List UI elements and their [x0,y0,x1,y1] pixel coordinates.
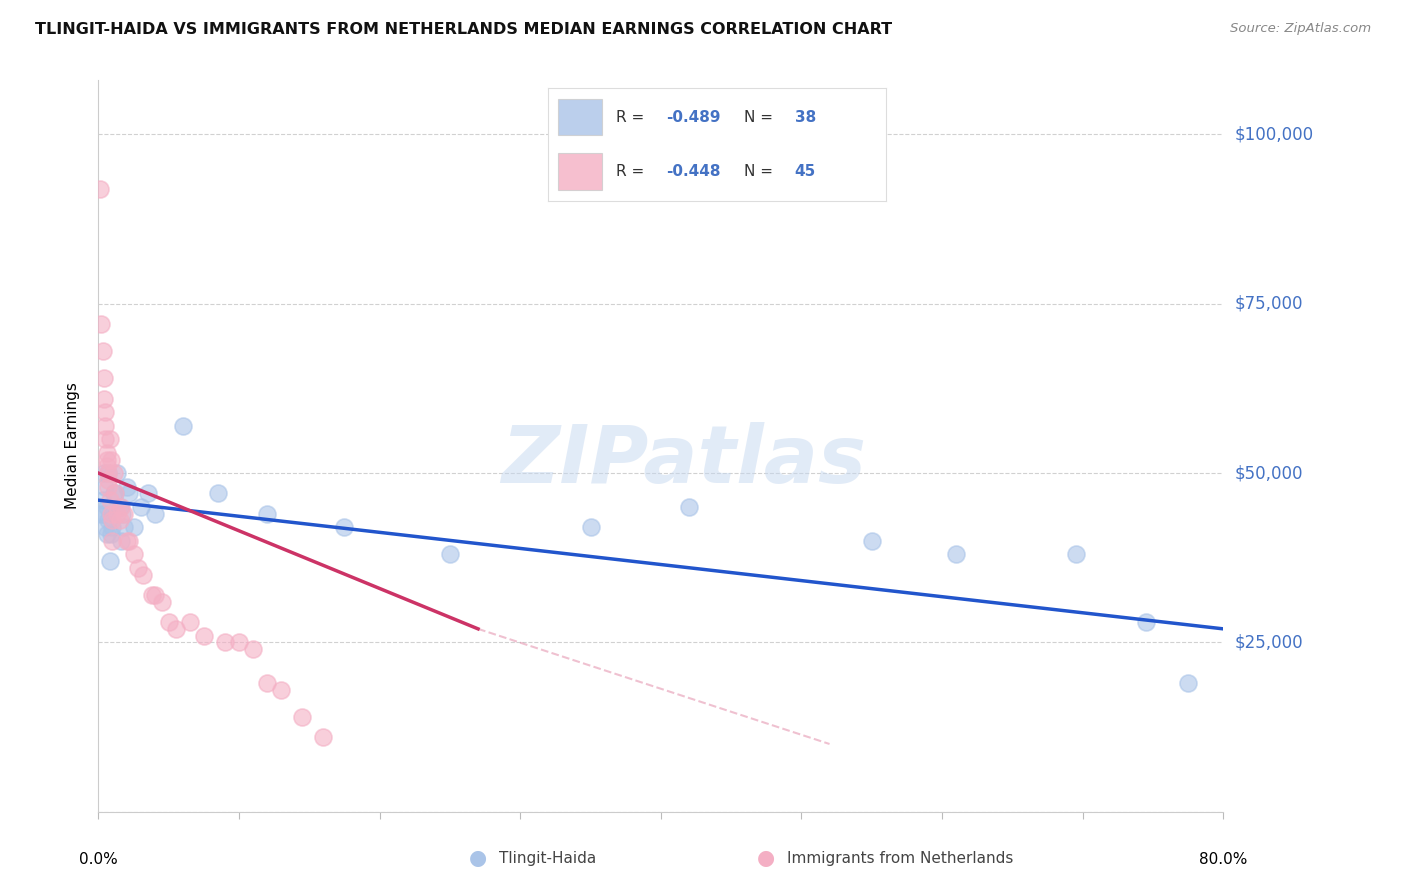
Point [91,344,114,359]
Text: ●: ● [470,848,486,868]
Point [100,452,122,467]
Point [100,527,122,541]
Point [105,466,128,480]
Point [214,635,236,649]
Point [89,181,111,195]
Point [104,486,127,500]
Point [1135,615,1157,629]
Point [101,520,124,534]
Text: $100,000: $100,000 [1234,126,1313,144]
Point [100,507,122,521]
Text: 0.0%: 0.0% [79,853,118,867]
Point [93,371,115,385]
Point [270,682,292,697]
Point [111,507,134,521]
Text: 80.0%: 80.0% [1199,853,1247,867]
Point [97,473,120,487]
Point [129,500,152,514]
Point [97,480,120,494]
Text: ZIPatlas: ZIPatlas [501,422,866,500]
Point [860,533,883,548]
Text: TLINGIT-HAIDA VS IMMIGRANTS FROM NETHERLANDS MEDIAN EARNINGS CORRELATION CHART: TLINGIT-HAIDA VS IMMIGRANTS FROM NETHERL… [35,22,893,37]
Point [94,405,117,419]
Point [143,588,166,602]
Point [132,567,155,582]
Point [94,432,117,446]
Point [94,418,117,433]
Point [98,554,121,568]
Point [112,507,135,521]
Point [97,466,120,480]
Point [101,533,124,548]
Point [104,486,127,500]
Point [115,533,138,548]
Point [333,520,356,534]
Point [103,486,125,500]
Point [193,629,215,643]
Point [579,520,602,534]
Point [101,514,124,528]
Text: Tlingit-Haida: Tlingit-Haida [499,851,596,865]
Point [256,676,278,690]
Point [90,317,112,331]
Point [157,615,180,629]
Point [150,595,173,609]
Point [122,547,145,561]
Point [1064,547,1087,561]
Point [228,635,250,649]
Point [93,466,115,480]
Point [256,507,278,521]
Point [110,533,132,548]
Point [108,500,131,514]
Text: Source: ZipAtlas.com: Source: ZipAtlas.com [1230,22,1371,36]
Point [97,514,120,528]
Point [96,500,118,514]
Text: $75,000: $75,000 [1234,294,1303,313]
Point [291,710,314,724]
Text: $50,000: $50,000 [1234,464,1303,482]
Point [242,642,264,657]
Point [97,466,120,480]
Point [96,446,118,460]
Point [98,432,121,446]
Point [127,561,149,575]
Point [172,418,194,433]
Point [136,486,159,500]
Point [94,520,117,534]
Point [143,507,166,521]
Point [141,588,163,602]
Point [91,493,114,508]
Text: Immigrants from Netherlands: Immigrants from Netherlands [787,851,1014,865]
Point [945,547,967,561]
Point [118,486,141,500]
Point [118,533,141,548]
Point [96,527,118,541]
Text: ●: ● [758,848,775,868]
Point [678,500,700,514]
Point [115,480,138,494]
Point [165,622,187,636]
Point [1177,676,1199,690]
Point [108,514,131,528]
Point [93,392,115,406]
Point [439,547,461,561]
Point [179,615,201,629]
Point [93,507,115,521]
Point [96,452,118,467]
Point [112,520,135,534]
Point [98,493,121,508]
Point [110,500,132,514]
Text: $25,000: $25,000 [1234,633,1303,651]
Point [312,730,335,744]
Point [207,486,229,500]
Point [103,466,125,480]
Y-axis label: Median Earnings: Median Earnings [65,383,80,509]
Point [122,520,145,534]
Point [96,459,118,474]
Point [94,480,117,494]
Point [90,507,112,521]
Point [105,507,128,521]
